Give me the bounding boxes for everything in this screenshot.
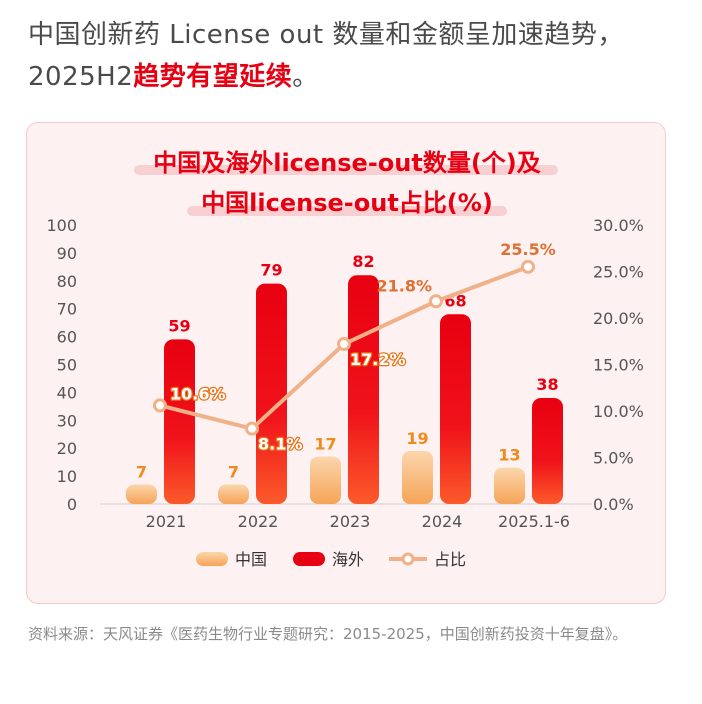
legend-label-overseas: 海外 — [332, 550, 364, 569]
bar-label-overseas: 38 — [536, 375, 558, 394]
x-tick-label: 2021 — [146, 512, 187, 531]
chart-card: 中国及海外license-out数量(个)及 中国license-out占比(%)… — [26, 122, 666, 604]
y-left-tick-label: 100 — [46, 216, 77, 235]
license-out-chart: 中国及海外license-out数量(个)及中国license-out占比(%)… — [46, 149, 644, 569]
headline-prefix: 2025H2 — [28, 62, 134, 92]
y-left-tick-label: 20 — [57, 439, 77, 458]
title-underline-1 — [134, 165, 558, 175]
legend-swatch-china — [196, 552, 228, 566]
ratio-marker — [521, 259, 535, 274]
bar-overseas — [532, 397, 563, 504]
bar-china — [494, 467, 525, 504]
headline-suffix: 。 — [292, 62, 319, 92]
bar-label-china: 17 — [314, 435, 336, 454]
headline-line-1: 中国创新药 License out 数量和金额呈加速趋势， — [28, 20, 624, 50]
ratio-marker — [153, 398, 167, 413]
y-left-tick-label: 30 — [57, 411, 77, 430]
bar-overseas — [256, 283, 287, 504]
chart-title-line-2: 中国license-out占比(%) — [201, 189, 493, 217]
legend-swatch-overseas — [293, 552, 325, 566]
legend-label-china: 中国 — [235, 550, 267, 569]
title-underline-2 — [187, 206, 507, 216]
y-right-tick-label: 10.0% — [593, 402, 644, 421]
ratio-marker — [337, 337, 351, 352]
y-left-tick-label: 50 — [57, 356, 77, 375]
ratio-label: 17.2% — [350, 350, 406, 369]
x-tick-label: 2023 — [330, 512, 371, 531]
y-left-tick-label: 80 — [57, 272, 77, 291]
y-left-tick-label: 60 — [57, 328, 77, 347]
y-right-tick-label: 30.0% — [593, 216, 644, 235]
ratio-marker — [429, 294, 443, 309]
ratio-marker — [245, 421, 259, 436]
bar-label-china: 7 — [136, 462, 147, 481]
chart-title-line-1: 中国及海外license-out数量(个)及 — [153, 149, 541, 177]
source-note: 资料来源：天风证券《医药生物行业专题研究：2015-2025，中国创新药投资十年… — [28, 625, 628, 643]
y-left-tick-label: 90 — [57, 244, 77, 263]
y-left-tick-label: 10 — [57, 467, 77, 486]
y-right-tick-label: 20.0% — [593, 309, 644, 328]
y-left-tick-label: 40 — [57, 383, 77, 402]
bar-overseas — [164, 339, 195, 504]
legend-marker-ratio — [401, 552, 415, 566]
ratio-label: 8.1% — [258, 435, 302, 454]
x-tick-label: 2022 — [238, 512, 279, 531]
legend-label-ratio: 占比 — [434, 550, 466, 569]
bar-china — [218, 484, 249, 504]
bar-label-china: 13 — [498, 446, 520, 465]
ratio-label: 10.6% — [170, 384, 226, 403]
x-tick-label: 2024 — [422, 512, 463, 531]
x-tick-label: 2025.1-6 — [498, 512, 570, 531]
headline: 中国创新药 License out 数量和金额呈加速趋势， 2025H2趋势有望… — [28, 14, 678, 98]
y-right-tick-label: 0.0% — [593, 495, 634, 514]
y-left-tick-label: 0 — [67, 495, 77, 514]
bar-china — [402, 450, 433, 504]
headline-line-2: 2025H2趋势有望延续。 — [28, 56, 678, 98]
bar-china — [310, 456, 341, 504]
bar-overseas — [348, 275, 379, 504]
y-right-tick-label: 25.0% — [593, 263, 644, 282]
y-right-tick-label: 15.0% — [593, 356, 644, 375]
bar-label-overseas: 59 — [168, 316, 190, 335]
y-right-tick-label: 5.0% — [593, 449, 634, 468]
headline-highlight: 趋势有望延续 — [133, 62, 293, 92]
bar-overseas — [440, 314, 471, 504]
bar-china — [126, 484, 157, 504]
ratio-label: 21.8% — [376, 276, 432, 295]
bar-label-overseas: 82 — [352, 252, 374, 271]
bar-label-china: 7 — [228, 462, 239, 481]
bar-label-china: 19 — [406, 429, 428, 448]
bar-label-overseas: 79 — [260, 261, 282, 280]
y-left-tick-label: 70 — [57, 300, 77, 319]
ratio-label: 25.5% — [500, 240, 556, 259]
